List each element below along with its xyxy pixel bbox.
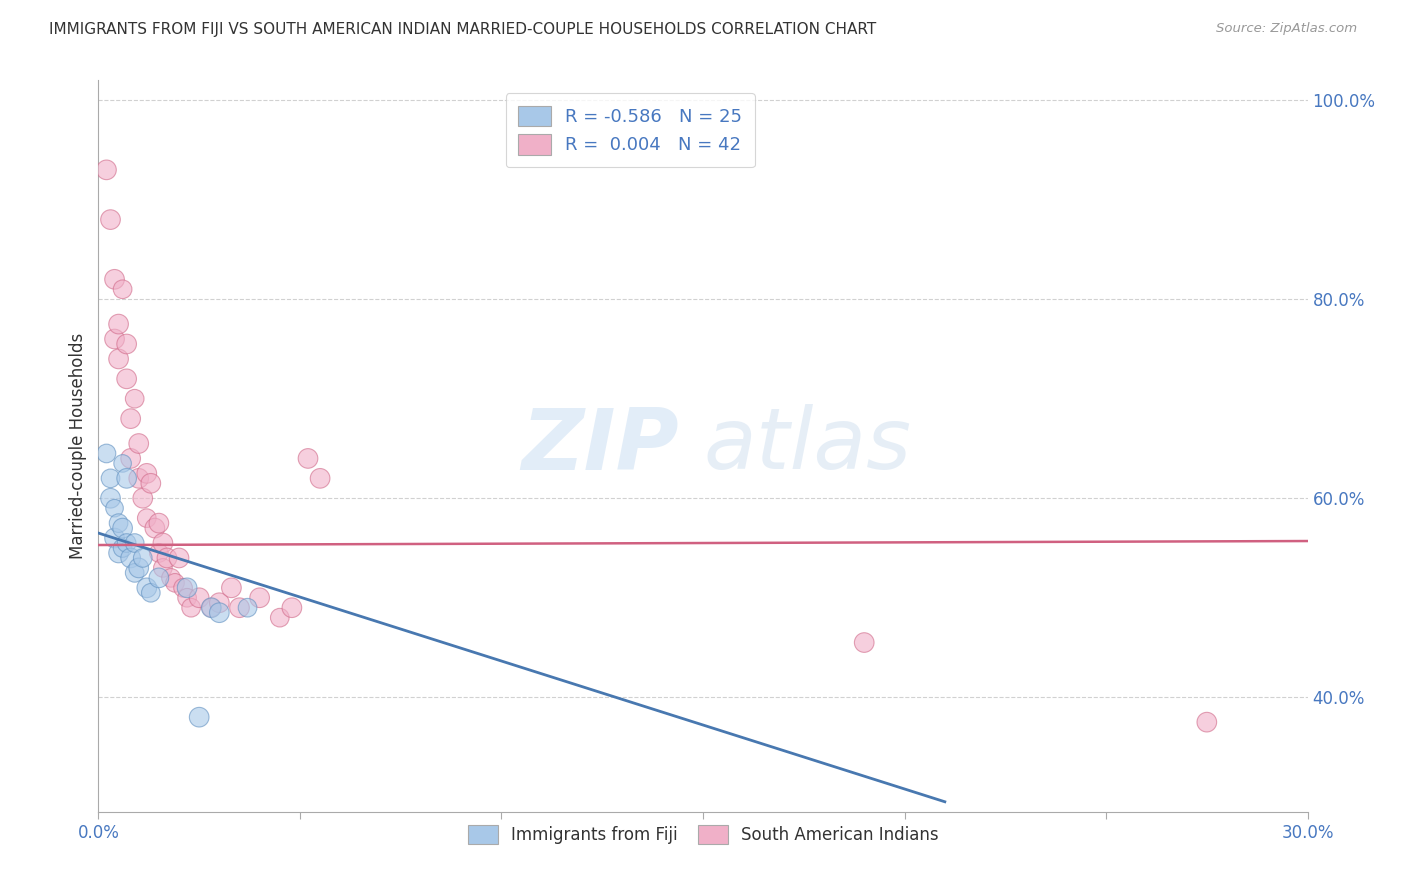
Point	[111, 457, 134, 471]
Point	[176, 591, 198, 605]
Point	[176, 581, 198, 595]
Point	[128, 561, 150, 575]
Point	[221, 581, 243, 595]
Point	[120, 451, 142, 466]
Point	[163, 575, 186, 590]
Point	[1195, 715, 1218, 730]
Point	[124, 392, 146, 406]
Point	[124, 566, 146, 580]
Point	[309, 471, 332, 485]
Point	[115, 337, 138, 351]
Y-axis label: Married-couple Households: Married-couple Households	[69, 333, 87, 559]
Point	[236, 600, 259, 615]
Point	[208, 596, 231, 610]
Point	[156, 551, 179, 566]
Point	[103, 531, 125, 545]
Point	[148, 516, 170, 530]
Point	[120, 411, 142, 425]
Point	[128, 436, 150, 450]
Point	[115, 536, 138, 550]
Point	[167, 551, 190, 566]
Point	[249, 591, 271, 605]
Point	[100, 471, 122, 485]
Point	[124, 536, 146, 550]
Point	[132, 551, 155, 566]
Text: Source: ZipAtlas.com: Source: ZipAtlas.com	[1216, 22, 1357, 36]
Point	[135, 581, 157, 595]
Point	[152, 536, 174, 550]
Point	[143, 521, 166, 535]
Point	[172, 581, 194, 595]
Point	[188, 710, 211, 724]
Point	[152, 561, 174, 575]
Point	[115, 471, 138, 485]
Point	[228, 600, 250, 615]
Point	[139, 586, 162, 600]
Point	[107, 546, 129, 560]
Point	[103, 332, 125, 346]
Point	[96, 446, 118, 460]
Point	[269, 610, 291, 624]
Point	[208, 606, 231, 620]
Point	[96, 162, 118, 177]
Point	[853, 635, 876, 649]
Point	[135, 511, 157, 525]
Text: IMMIGRANTS FROM FIJI VS SOUTH AMERICAN INDIAN MARRIED-COUPLE HOUSEHOLDS CORRELAT: IMMIGRANTS FROM FIJI VS SOUTH AMERICAN I…	[49, 22, 876, 37]
Point	[107, 351, 129, 366]
Point	[148, 546, 170, 560]
Legend: Immigrants from Fiji, South American Indians: Immigrants from Fiji, South American Ind…	[461, 818, 945, 851]
Point	[160, 571, 183, 585]
Point	[132, 491, 155, 506]
Point	[111, 521, 134, 535]
Point	[111, 541, 134, 555]
Point	[100, 212, 122, 227]
Point	[107, 317, 129, 331]
Point	[148, 571, 170, 585]
Point	[135, 467, 157, 481]
Point	[111, 282, 134, 296]
Text: atlas: atlas	[703, 404, 911, 488]
Point	[100, 491, 122, 506]
Point	[188, 591, 211, 605]
Point	[200, 600, 222, 615]
Text: ZIP: ZIP	[522, 404, 679, 488]
Point	[200, 600, 222, 615]
Point	[120, 551, 142, 566]
Point	[103, 501, 125, 516]
Point	[107, 516, 129, 530]
Point	[297, 451, 319, 466]
Point	[281, 600, 304, 615]
Point	[139, 476, 162, 491]
Point	[128, 471, 150, 485]
Point	[180, 600, 202, 615]
Point	[103, 272, 125, 286]
Point	[115, 372, 138, 386]
